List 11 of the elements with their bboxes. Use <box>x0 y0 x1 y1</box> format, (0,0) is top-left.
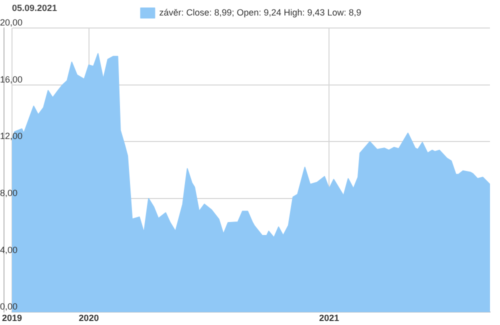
x-tick-label: 2020 <box>78 313 99 324</box>
y-tick-label: 8,00 <box>0 188 18 198</box>
text: 05.09.2021 <box>12 3 58 13</box>
x-tick-label: 2021 <box>319 313 340 324</box>
y-tick-label: 0,00 <box>0 302 18 312</box>
y-tick-label: 16,00 <box>0 74 23 84</box>
y-tick-label: 12,00 <box>0 131 23 142</box>
y-tick-label: 20,00 <box>0 17 23 28</box>
y-tick-label: 4,00 <box>0 244 18 255</box>
legend-label: závěr: Close: 8,99; Open: 9,24 High: 9,43 Low: 8,9 <box>159 7 362 18</box>
x-tick-label: 2019 <box>2 313 22 324</box>
